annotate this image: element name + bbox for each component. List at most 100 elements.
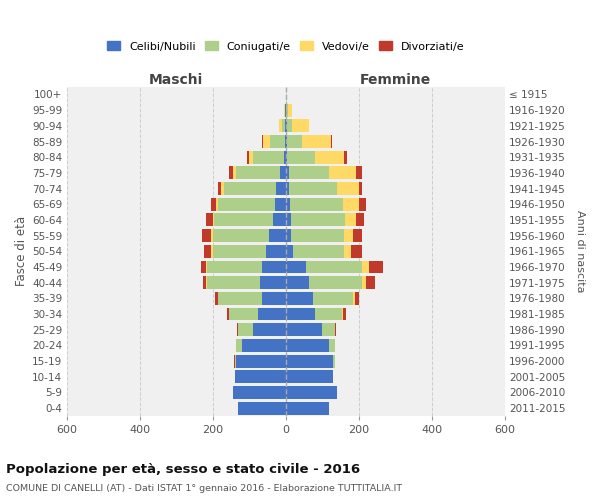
Bar	[329, 339, 335, 352]
Bar	[369, 260, 383, 274]
Bar	[343, 198, 359, 210]
Bar	[211, 198, 216, 210]
Bar	[322, 324, 335, 336]
Bar	[280, 166, 286, 179]
Bar	[293, 245, 344, 258]
Bar	[242, 339, 286, 352]
Bar	[286, 324, 322, 336]
Bar	[290, 198, 343, 210]
Bar	[238, 324, 253, 336]
Bar	[215, 292, 218, 305]
Bar	[212, 229, 269, 242]
Bar	[305, 260, 362, 274]
Bar	[286, 276, 310, 289]
Bar	[266, 245, 286, 258]
Bar	[229, 308, 258, 320]
Bar	[346, 214, 356, 226]
Bar	[236, 339, 242, 352]
Bar	[356, 166, 362, 179]
Legend: Celibi/Nubili, Coniugati/e, Vedovi/e, Divorziati/e: Celibi/Nubili, Coniugati/e, Vedovi/e, Di…	[107, 41, 464, 51]
Bar	[235, 354, 236, 368]
Bar	[229, 166, 233, 179]
Bar	[227, 308, 229, 320]
Bar	[287, 135, 302, 148]
Bar	[291, 214, 346, 226]
Bar	[262, 135, 263, 148]
Bar	[235, 370, 286, 383]
Bar	[343, 308, 346, 320]
Bar	[216, 198, 218, 210]
Bar	[286, 166, 289, 179]
Bar	[218, 198, 275, 210]
Bar	[359, 198, 366, 210]
Bar	[286, 214, 291, 226]
Bar	[206, 260, 207, 274]
Bar	[206, 276, 207, 289]
Bar	[286, 229, 291, 242]
Bar	[236, 166, 280, 179]
Bar	[355, 292, 359, 305]
Bar	[286, 135, 287, 148]
Bar	[211, 229, 212, 242]
Bar	[291, 229, 344, 242]
Bar	[206, 214, 213, 226]
Bar	[207, 276, 260, 289]
Bar	[253, 151, 284, 164]
Bar	[359, 182, 362, 195]
Y-axis label: Anni di nascita: Anni di nascita	[575, 210, 585, 292]
Bar	[337, 182, 359, 195]
Bar	[287, 151, 315, 164]
Bar	[285, 120, 286, 132]
Text: Maschi: Maschi	[149, 74, 203, 88]
Text: Femmine: Femmine	[359, 74, 431, 88]
Bar	[247, 151, 249, 164]
Bar	[204, 245, 211, 258]
Bar	[213, 214, 214, 226]
Bar	[286, 151, 287, 164]
Y-axis label: Fasce di età: Fasce di età	[15, 216, 28, 286]
Bar	[362, 276, 366, 289]
Bar	[344, 151, 347, 164]
Bar	[286, 260, 305, 274]
Bar	[253, 324, 286, 336]
Bar	[284, 104, 285, 117]
Bar	[366, 276, 375, 289]
Bar	[200, 260, 206, 274]
Bar	[284, 151, 286, 164]
Bar	[258, 308, 286, 320]
Bar	[211, 245, 212, 258]
Bar	[333, 354, 335, 368]
Bar	[286, 104, 288, 117]
Bar	[273, 214, 286, 226]
Bar	[286, 120, 287, 132]
Bar	[315, 308, 342, 320]
Bar	[236, 354, 286, 368]
Bar	[292, 120, 308, 132]
Bar	[353, 229, 362, 242]
Bar	[315, 151, 344, 164]
Bar	[286, 308, 315, 320]
Bar	[342, 308, 343, 320]
Bar	[287, 120, 292, 132]
Bar	[207, 260, 262, 274]
Bar	[352, 245, 362, 258]
Bar	[270, 135, 284, 148]
Bar	[353, 292, 355, 305]
Bar	[289, 182, 337, 195]
Bar	[356, 214, 364, 226]
Bar	[221, 182, 224, 195]
Bar	[310, 276, 362, 289]
Bar	[214, 214, 273, 226]
Bar	[288, 104, 292, 117]
Bar	[233, 386, 286, 399]
Bar	[262, 292, 286, 305]
Bar	[218, 292, 262, 305]
Bar	[286, 292, 313, 305]
Bar	[286, 386, 337, 399]
Bar	[260, 276, 286, 289]
Bar	[212, 245, 266, 258]
Bar	[218, 182, 221, 195]
Bar	[286, 182, 289, 195]
Bar	[286, 198, 290, 210]
Bar	[302, 135, 331, 148]
